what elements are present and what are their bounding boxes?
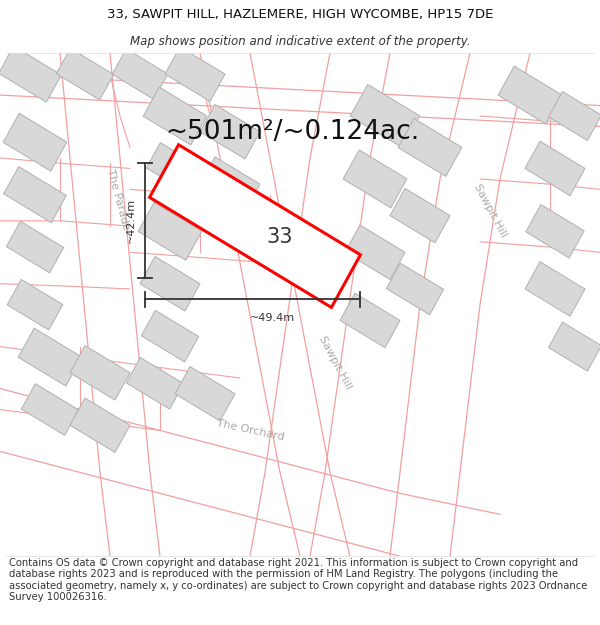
Polygon shape bbox=[200, 104, 260, 159]
Text: ~42.4m: ~42.4m bbox=[126, 198, 136, 243]
Polygon shape bbox=[350, 84, 420, 148]
Polygon shape bbox=[56, 48, 113, 100]
Polygon shape bbox=[112, 49, 168, 99]
Polygon shape bbox=[4, 167, 67, 222]
Polygon shape bbox=[548, 322, 600, 371]
Polygon shape bbox=[7, 221, 64, 273]
Polygon shape bbox=[390, 188, 450, 243]
Text: Contains OS data © Crown copyright and database right 2021. This information is : Contains OS data © Crown copyright and d… bbox=[9, 558, 587, 602]
Polygon shape bbox=[548, 91, 600, 141]
Polygon shape bbox=[7, 279, 63, 330]
Text: The Orchard: The Orchard bbox=[215, 418, 285, 442]
Polygon shape bbox=[142, 311, 199, 362]
Polygon shape bbox=[200, 157, 260, 211]
Text: ~501m²/~0.124ac.: ~501m²/~0.124ac. bbox=[165, 119, 419, 145]
Polygon shape bbox=[70, 398, 130, 452]
Polygon shape bbox=[143, 87, 207, 145]
Polygon shape bbox=[3, 113, 67, 171]
Text: Sawpit Hill: Sawpit Hill bbox=[317, 334, 353, 391]
Text: 33, SAWPIT HILL, HAZLEMERE, HIGH WYCOMBE, HP15 7DE: 33, SAWPIT HILL, HAZLEMERE, HIGH WYCOMBE… bbox=[107, 8, 493, 21]
Polygon shape bbox=[138, 202, 202, 260]
Polygon shape bbox=[175, 366, 235, 421]
Text: Sawpit Hill: Sawpit Hill bbox=[472, 182, 508, 239]
Polygon shape bbox=[340, 293, 400, 348]
Polygon shape bbox=[149, 145, 361, 308]
Polygon shape bbox=[22, 384, 79, 436]
Polygon shape bbox=[398, 119, 462, 176]
Text: Map shows position and indicative extent of the property.: Map shows position and indicative extent… bbox=[130, 35, 470, 48]
Text: 33: 33 bbox=[267, 226, 293, 246]
Polygon shape bbox=[70, 346, 130, 400]
Polygon shape bbox=[498, 66, 562, 124]
Text: The Parade: The Parade bbox=[105, 168, 131, 231]
Polygon shape bbox=[526, 204, 584, 258]
Polygon shape bbox=[146, 142, 203, 194]
Polygon shape bbox=[18, 328, 82, 386]
Polygon shape bbox=[343, 150, 407, 208]
Polygon shape bbox=[345, 225, 405, 279]
Text: ~49.4m: ~49.4m bbox=[250, 313, 295, 323]
Polygon shape bbox=[127, 357, 184, 409]
Polygon shape bbox=[386, 263, 443, 315]
Polygon shape bbox=[525, 262, 585, 316]
Polygon shape bbox=[140, 256, 200, 311]
Polygon shape bbox=[0, 46, 61, 102]
Polygon shape bbox=[165, 47, 225, 101]
Polygon shape bbox=[525, 141, 585, 196]
